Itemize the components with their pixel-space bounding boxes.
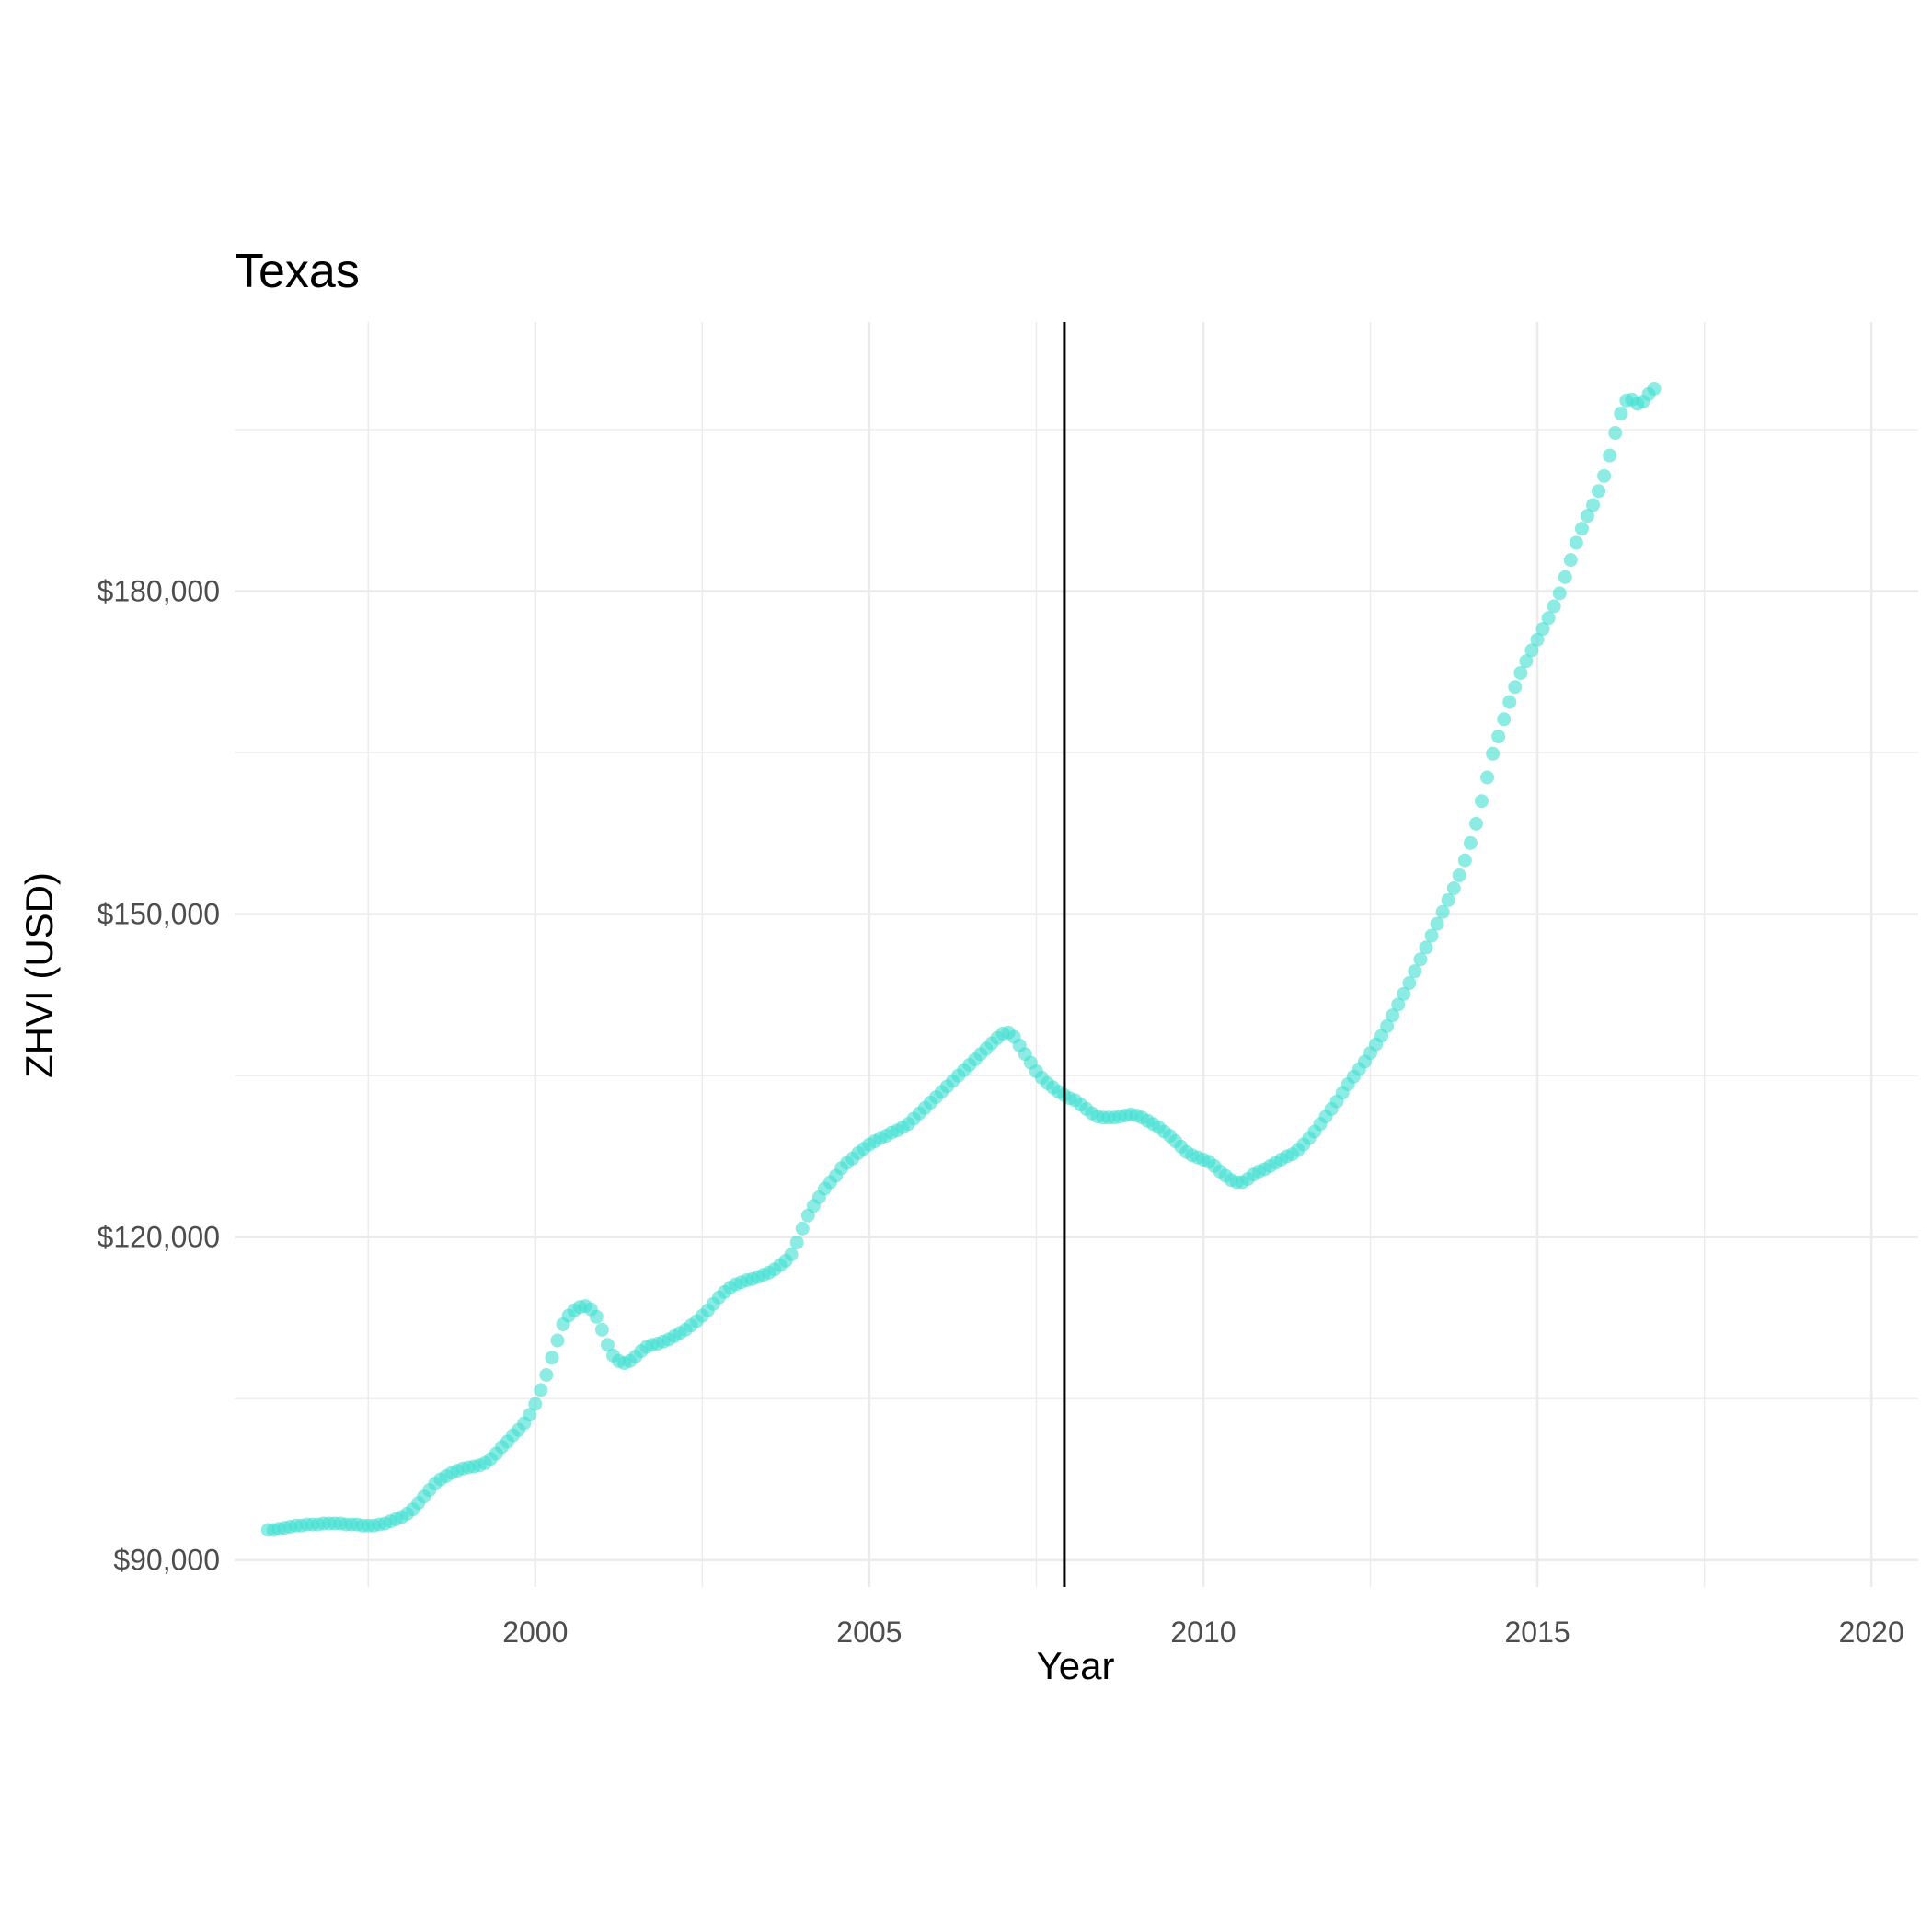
data-point — [1597, 468, 1612, 483]
data-point — [1457, 853, 1472, 868]
data-point — [789, 1236, 804, 1250]
data-point — [1603, 448, 1617, 463]
y-tick-label: $90,000 — [113, 1544, 220, 1577]
y-tick-label: $120,000 — [98, 1221, 220, 1254]
data-point — [1592, 484, 1606, 499]
x-tick-label: 2000 — [502, 1616, 568, 1649]
data-point — [1547, 599, 1561, 614]
data-point — [1647, 382, 1662, 397]
data-point — [589, 1309, 604, 1324]
data-point — [534, 1383, 548, 1397]
x-axis-ticks: 2000 2005 2010 2015 2020 — [502, 1616, 1904, 1649]
data-point — [784, 1247, 799, 1261]
data-point — [1580, 509, 1594, 523]
data-point — [1491, 730, 1506, 744]
data-point — [1569, 535, 1583, 550]
x-tick-label: 2005 — [836, 1616, 902, 1649]
data-point — [1386, 1008, 1400, 1023]
data-point — [594, 1322, 609, 1337]
data-point — [1397, 986, 1411, 1001]
data-point — [1480, 770, 1495, 785]
data-point — [1563, 553, 1578, 568]
data-point — [1380, 1018, 1395, 1033]
data-point — [1452, 868, 1466, 882]
y-tick-label: $180,000 — [98, 575, 220, 608]
data-point — [1468, 816, 1483, 831]
data-point — [1402, 976, 1417, 991]
data-point — [1614, 406, 1628, 420]
x-axis-title: Year — [1037, 1644, 1115, 1687]
data-point — [545, 1351, 559, 1365]
data-point — [1558, 569, 1572, 584]
data-point — [1524, 643, 1539, 658]
data-point — [795, 1221, 810, 1236]
data-point — [1502, 695, 1517, 709]
data-point — [1574, 522, 1589, 536]
grid — [235, 322, 1918, 1587]
data-point — [528, 1397, 543, 1411]
data-point — [1413, 952, 1428, 967]
data-point — [523, 1408, 537, 1422]
data-point — [1535, 622, 1550, 637]
y-axis-ticks: $90,000 $120,000 $150,000 $180,000 — [98, 575, 220, 1577]
data-point — [1586, 498, 1601, 512]
data-point — [1446, 881, 1461, 896]
y-axis-title: ZHVI (USD) — [17, 872, 61, 1078]
data-point — [600, 1338, 615, 1352]
data-point — [1552, 586, 1567, 601]
data-point — [1419, 940, 1433, 955]
data-point — [1430, 916, 1444, 931]
data-point — [1408, 964, 1422, 979]
data-point — [1424, 928, 1439, 943]
data-point — [1463, 835, 1478, 850]
data-point — [1441, 892, 1455, 907]
data-point — [1391, 997, 1406, 1012]
data-point — [1530, 632, 1545, 647]
data-point — [539, 1367, 554, 1382]
y-tick-label: $150,000 — [98, 898, 220, 931]
data-point — [1486, 746, 1501, 761]
data-point — [1497, 712, 1512, 727]
data-point — [1475, 794, 1489, 809]
data-points — [260, 382, 1662, 1537]
data-point — [1608, 426, 1623, 441]
x-tick-label: 2010 — [1170, 1616, 1236, 1649]
chart-title: Texas — [235, 245, 360, 298]
data-point — [1435, 904, 1450, 919]
data-point — [1513, 665, 1528, 680]
data-point — [1541, 611, 1556, 626]
x-tick-label: 2015 — [1504, 1616, 1570, 1649]
x-tick-label: 2020 — [1839, 1616, 1904, 1649]
data-point — [1508, 680, 1523, 695]
data-point — [1519, 654, 1534, 669]
data-point — [550, 1333, 565, 1348]
